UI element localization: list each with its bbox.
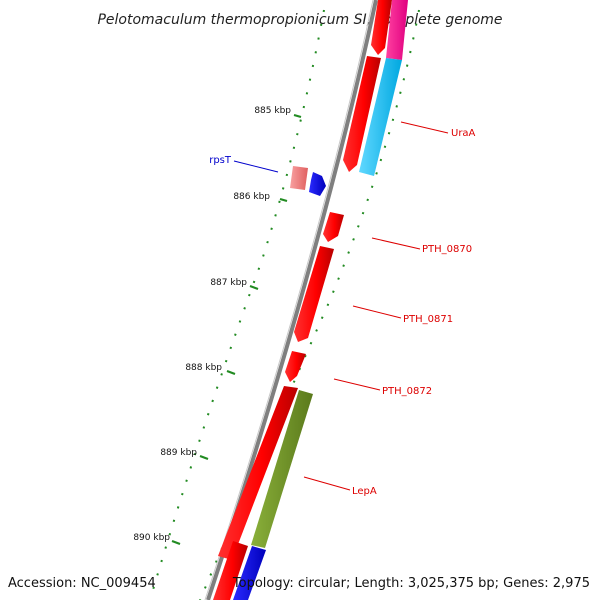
tick-mark-885 — [293, 113, 302, 119]
gene-feature-top-red[interactable] — [371, 0, 392, 55]
pth0870-leader — [371, 237, 421, 250]
gene-feature-lepa-strand[interactable] — [218, 386, 298, 560]
gene-label-uraa[interactable]: UraA — [451, 128, 476, 139]
gene-labels: UraA rpsT PTH_0870 PTH_0871 PTH_0872 Lep… — [209, 128, 475, 497]
tick-mark-886 — [279, 197, 288, 203]
gene-feature-pink[interactable] — [386, 0, 408, 60]
forward-strand-features — [213, 0, 408, 600]
accession-label: Accession: NC_009454 — [8, 576, 156, 591]
gene-feature-cyan[interactable] — [359, 58, 402, 176]
gene-label-lepa[interactable]: LepA — [352, 486, 377, 497]
gene-feature-lepa[interactable] — [251, 390, 313, 548]
genome-backbone — [206, 0, 378, 600]
gene-label-pth0870[interactable]: PTH_0870 — [422, 244, 472, 255]
rpst-features — [290, 166, 326, 196]
gene-feature-bottom-blue[interactable] — [233, 546, 266, 600]
lepa-leader — [303, 476, 351, 491]
tick-mark-887 — [249, 284, 259, 291]
tick-label-889: 889 kbp — [160, 448, 197, 458]
gene-label-pth0872[interactable]: PTH_0872 — [382, 386, 432, 397]
gene-feature-pth0872[interactable] — [285, 351, 306, 382]
gene-label-pth0871[interactable]: PTH_0871 — [403, 314, 453, 325]
tick-label-885: 885 kbp — [254, 106, 291, 116]
pth0871-leader — [352, 305, 402, 319]
scale-labels: 885 kbp 886 kbp 887 kbp 888 kbp 889 kbp … — [133, 106, 291, 543]
map-title: Pelotomaculum thermopropionicum SI, comp… — [97, 12, 502, 28]
pth0872-leader — [333, 378, 381, 391]
label-leaders — [233, 121, 449, 491]
tick-label-890: 890 kbp — [133, 533, 170, 543]
tick-mark-889 — [199, 454, 209, 461]
genome-backbone-highlight — [204, 0, 374, 600]
gene-feature-light-red[interactable] — [290, 166, 308, 190]
tick-label-888: 888 kbp — [185, 363, 222, 373]
scale-ticks — [171, 113, 302, 546]
gene-feature-uraa[interactable] — [343, 56, 381, 172]
gene-feature-pth0870[interactable] — [323, 212, 344, 242]
gene-feature-pth0871[interactable] — [294, 246, 334, 342]
rpst-leader — [233, 160, 279, 173]
uraa-leader — [400, 121, 449, 134]
gene-feature-rpst[interactable] — [309, 172, 326, 196]
gene-label-rpst[interactable]: rpsT — [209, 155, 232, 166]
gene-feature-bottom-red[interactable] — [213, 541, 248, 600]
tick-mark-888 — [226, 369, 236, 376]
tick-mark-890 — [171, 539, 181, 546]
tick-label-887: 887 kbp — [210, 278, 247, 288]
topology-label: Topology: circular; Length: 3,025,375 bp… — [232, 576, 590, 591]
tick-label-886: 886 kbp — [233, 192, 270, 202]
